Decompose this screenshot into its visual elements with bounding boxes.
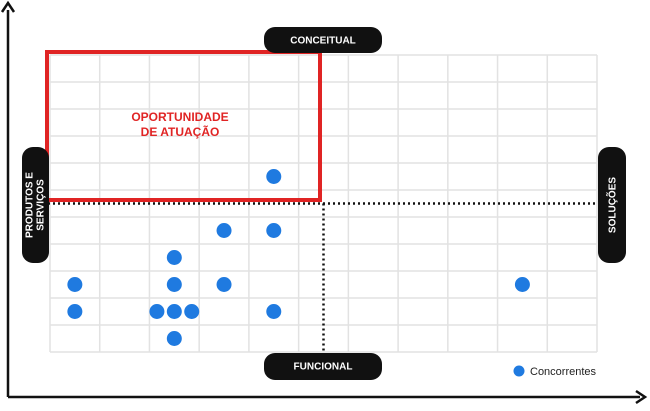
point bbox=[216, 223, 232, 238]
point bbox=[266, 304, 282, 319]
left-label: PRODUTOS E bbox=[25, 172, 36, 238]
point bbox=[166, 250, 182, 265]
left-label: SERVIÇOS bbox=[36, 179, 47, 231]
point bbox=[149, 304, 165, 319]
point bbox=[266, 223, 282, 238]
legend-marker bbox=[513, 365, 525, 377]
legend: Concorrentes bbox=[513, 365, 597, 378]
point bbox=[514, 277, 530, 292]
left-label-group: PRODUTOS E SERVIÇOS bbox=[25, 172, 47, 238]
point bbox=[67, 277, 83, 292]
opportunity-box bbox=[45, 50, 322, 202]
annotation: DE ATUAÇÃO bbox=[141, 124, 220, 139]
point bbox=[166, 304, 182, 319]
x-arrow bbox=[635, 389, 648, 405]
legend-label: Concorrentes bbox=[530, 366, 597, 378]
point bbox=[184, 304, 200, 319]
annotation: OPORTUNIDADE bbox=[131, 110, 228, 124]
point bbox=[166, 277, 182, 292]
top-label: CONCEITUAL bbox=[290, 36, 356, 47]
pill bbox=[598, 147, 626, 263]
right-label: SOLUÇÕES bbox=[606, 177, 619, 233]
marks bbox=[67, 169, 530, 346]
point bbox=[67, 304, 83, 319]
pill bbox=[264, 353, 382, 380]
pill bbox=[22, 147, 49, 263]
y-arrow bbox=[0, 0, 16, 13]
point bbox=[266, 169, 282, 184]
point bbox=[166, 331, 182, 346]
point bbox=[216, 277, 232, 292]
bottom-label: FUNCIONAL bbox=[294, 362, 353, 373]
pill bbox=[264, 27, 382, 53]
grid bbox=[48, 54, 598, 353]
